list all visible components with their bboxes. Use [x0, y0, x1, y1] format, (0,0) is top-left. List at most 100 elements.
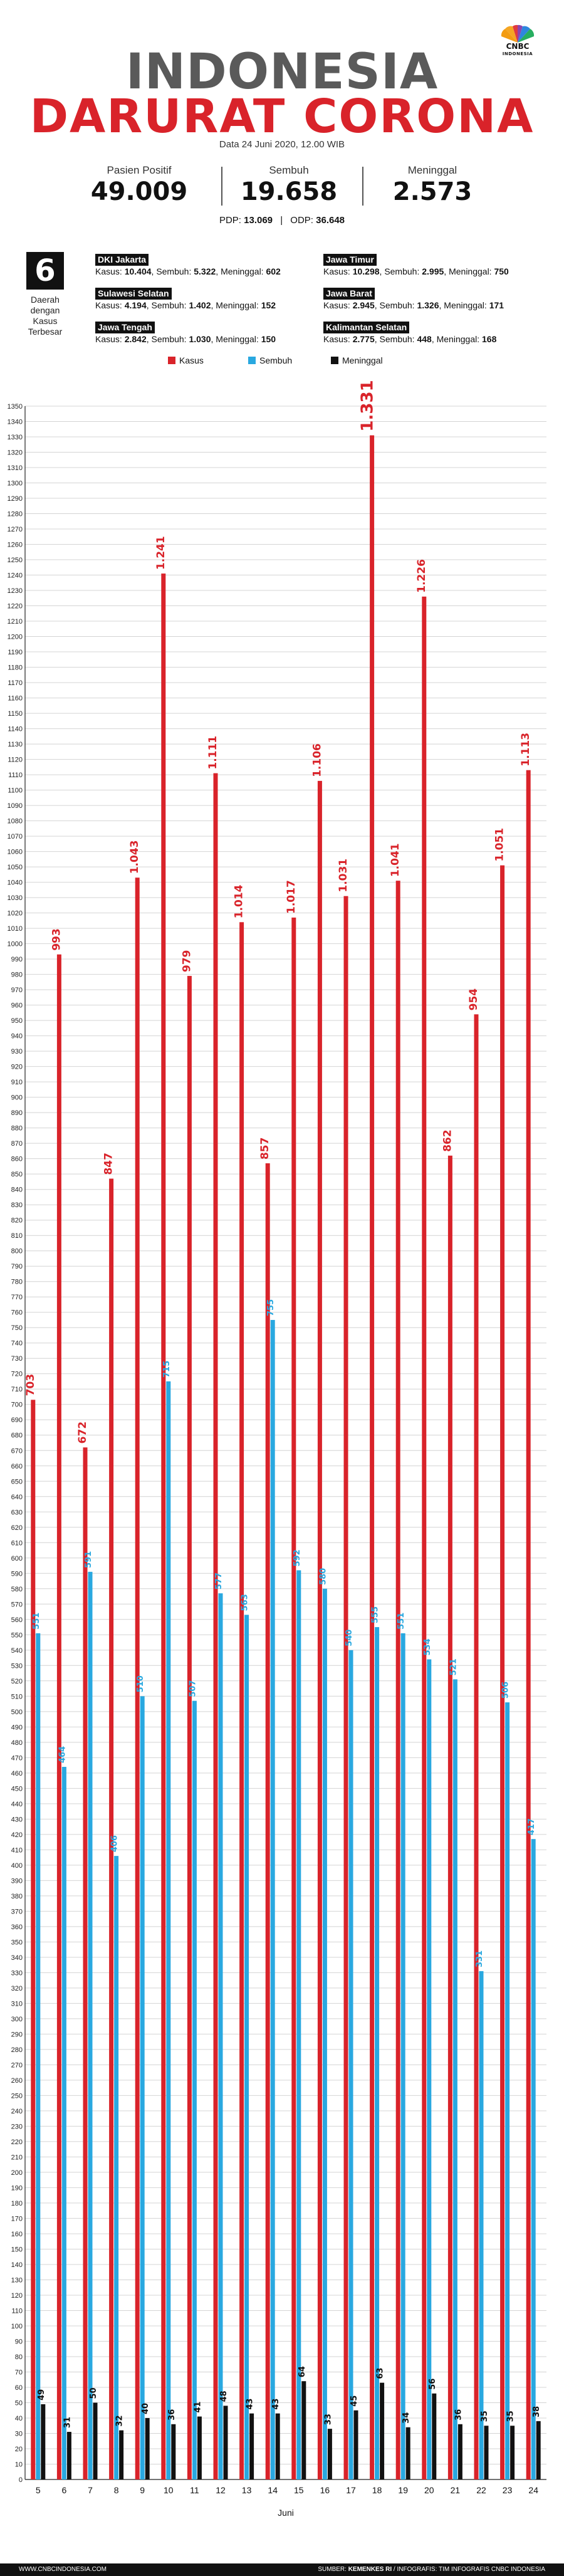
bar-meninggal: [223, 2406, 228, 2479]
bar-kasus: [83, 1447, 88, 2479]
y-tick-label: 100: [11, 2323, 23, 2330]
stat-label: Pasien Positif: [107, 164, 172, 176]
x-tick-label: 6: [62, 2485, 67, 2495]
region-meninggal: 168: [482, 334, 497, 344]
y-tick-label: 410: [11, 1846, 23, 1854]
y-tick-label: 280: [11, 2046, 23, 2054]
y-tick-label: 630: [11, 1509, 23, 1516]
bar-sembuh: [192, 1700, 197, 2479]
x-tick-label: 9: [140, 2485, 145, 2495]
y-tick-label: 1010: [8, 925, 23, 933]
y-tick-label: 940: [11, 1033, 23, 1040]
data-label-meninggal: 34: [402, 2412, 411, 2424]
y-tick-label: 600: [11, 1555, 23, 1563]
y-tick-label: 260: [11, 2077, 23, 2085]
y-tick-label: 970: [11, 987, 23, 994]
y-tick-label: 590: [11, 1570, 23, 1578]
y-tick-label: 200: [11, 2169, 23, 2177]
y-tick-label: 1060: [8, 849, 23, 856]
y-tick-label: 1150: [8, 710, 23, 718]
legend-item-meninggal: Meninggal: [331, 355, 383, 365]
bar-kasus: [474, 1014, 479, 2479]
y-tick-label: 1260: [8, 542, 23, 549]
bar-kasus: [500, 865, 505, 2480]
x-tick-label: 22: [476, 2485, 486, 2495]
region-name: DKI Jakarta: [95, 254, 149, 266]
y-tick-label: 1180: [8, 664, 23, 672]
legend-swatch: [248, 357, 256, 364]
data-label-kasus: 862: [441, 1129, 454, 1152]
y-tick-label: 110: [11, 2307, 23, 2315]
data-label-sembuh: 563: [241, 1594, 250, 1611]
odp-label: ODP:: [290, 215, 313, 226]
y-tick-label: 160: [11, 2231, 23, 2238]
legend-item-kasus: Kasus: [168, 355, 204, 365]
y-tick-label: 170: [11, 2215, 23, 2223]
bar-meninggal: [353, 2410, 358, 2479]
y-tick-label: 540: [11, 1647, 23, 1655]
y-tick-label: 530: [11, 1662, 23, 1670]
y-tick-label: 1160: [8, 695, 23, 703]
x-tick-label: 13: [242, 2485, 252, 2495]
bar-kasus: [422, 596, 427, 2479]
y-tick-label: 560: [11, 1616, 23, 1624]
data-label-kasus: 1.241: [155, 536, 167, 570]
y-tick-label: 50: [15, 2399, 23, 2407]
bar-meninggal: [484, 2426, 489, 2479]
y-tick-label: 1110: [8, 772, 23, 779]
data-label-meninggal: 40: [141, 2403, 150, 2414]
y-tick-label: 450: [11, 1785, 23, 1793]
region-item: Kalimantan Selatan Kasus: 2.775, Sembuh:…: [323, 322, 497, 344]
bar-sembuh: [322, 1588, 327, 2479]
y-tick-label: 720: [11, 1371, 23, 1378]
y-tick-label: 980: [11, 971, 23, 979]
x-tick-label: 16: [320, 2485, 330, 2495]
bar-sembuh: [244, 1615, 249, 2479]
data-label-meninggal: 41: [193, 2401, 202, 2412]
y-tick-label: 1210: [8, 618, 23, 626]
y-tick-label: 640: [11, 1494, 23, 1501]
stat-recovered: Sembuh 19.658: [226, 164, 352, 207]
data-label-kasus: 1.106: [311, 743, 323, 777]
bar-kasus: [370, 435, 375, 2479]
bar-sembuh: [88, 1571, 93, 2479]
y-tick-label: 570: [11, 1601, 23, 1608]
pdp-odp-line: PDP: 13.069 | ODP: 36.648: [219, 215, 345, 226]
y-tick-label: 910: [11, 1079, 23, 1086]
y-tick-label: 820: [11, 1217, 23, 1225]
data-label-meninggal: 38: [532, 2406, 541, 2417]
footer-website: WWW.CNBCINDONESIA.COM: [19, 2566, 107, 2573]
y-tick-label: 790: [11, 1263, 23, 1270]
data-label-meninggal: 31: [63, 2417, 72, 2428]
stat-value: 19.658: [240, 177, 338, 206]
y-tick-label: 1050: [8, 864, 23, 871]
y-tick-label: 1130: [8, 741, 23, 748]
y-tick-label: 1350: [8, 403, 23, 411]
region-kasus: 10.298: [352, 266, 380, 276]
data-label-kasus: 954: [467, 988, 480, 1011]
y-tick-label: 740: [11, 1340, 23, 1348]
region-kasus: 2.945: [352, 300, 375, 310]
bar-kasus: [395, 881, 400, 2479]
region-sembuh: 1.326: [417, 300, 439, 310]
legend-item-sembuh: Sembuh: [248, 355, 292, 365]
data-label-sembuh: 755: [266, 1299, 276, 1316]
bar-meninggal: [510, 2426, 515, 2479]
data-label-kasus: 703: [24, 1374, 37, 1396]
stat-value: 2.573: [392, 177, 473, 206]
y-tick-label: 850: [11, 1171, 23, 1178]
data-label-sembuh: 506: [501, 1682, 511, 1699]
data-label-sembuh: 551: [32, 1613, 41, 1630]
stat-positive: Pasien Positif 49.009: [76, 164, 202, 207]
data-label-meninggal: 49: [37, 2389, 46, 2401]
bar-sembuh: [296, 1570, 301, 2479]
x-tick-label: 14: [268, 2485, 278, 2495]
bar-kasus: [31, 1400, 36, 2479]
y-tick-label: 770: [11, 1294, 23, 1301]
data-label-sembuh: 417: [527, 1818, 536, 1835]
data-label-kasus: 1.051: [494, 828, 506, 862]
y-tick-label: 130: [11, 2276, 23, 2284]
y-tick-label: 70: [15, 2369, 23, 2376]
region-item: Jawa Timur Kasus: 10.298, Sembuh: 2.995,…: [323, 254, 509, 276]
x-tick-label: 8: [114, 2485, 119, 2495]
